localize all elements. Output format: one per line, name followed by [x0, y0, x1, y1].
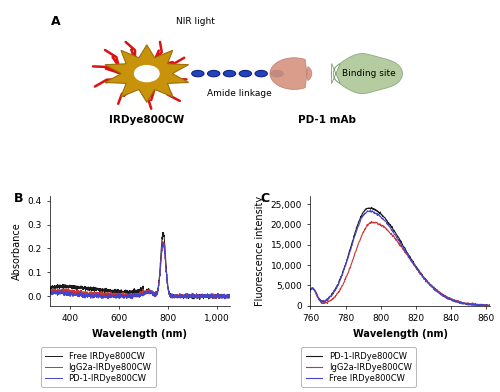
IgG2a-IRDye800CW [123, 292, 129, 297]
IgG2a-IRDye800CW [61, 289, 67, 293]
Free IRDye800CW [68, 284, 74, 289]
Free IRDye800CW [123, 292, 129, 297]
Free IRDye800CW [414, 267, 420, 272]
PD-1-IRDye800CW [123, 294, 129, 299]
Free IRDye800CW [160, 230, 166, 235]
IgG2a-IRDye800CW [405, 254, 411, 258]
IgG2a-IRDye800CW [308, 287, 314, 292]
Ellipse shape [208, 71, 220, 77]
PD-1-IRDye800CW [68, 291, 74, 296]
X-axis label: Wavelength (nm): Wavelength (nm) [352, 328, 448, 339]
Polygon shape [105, 45, 188, 102]
PD-1-IRDye800CW [222, 297, 228, 301]
IgG2a-IRDye800CW [47, 289, 53, 294]
PD-1-IRDye800CW [476, 303, 482, 308]
Line: PD-1-IRDye800CW: PD-1-IRDye800CW [310, 207, 490, 306]
PD-1-IRDye800CW [160, 241, 166, 245]
Free IRDye800CW [226, 294, 232, 299]
IgG2a-IRDye800CW [394, 239, 400, 244]
Free IRDye800CW [127, 290, 133, 295]
Circle shape [134, 65, 159, 82]
PD-1-IRDye800CW [487, 303, 493, 308]
Free IRDye800CW [197, 297, 203, 302]
Free IRDye800CW [61, 284, 67, 289]
IgG2a-IRDye800CW [68, 288, 74, 292]
PD-1-IRDye800CW [414, 267, 420, 271]
Y-axis label: Absorbance: Absorbance [12, 222, 22, 280]
Text: C: C [260, 192, 269, 205]
X-axis label: Wavelength (nm): Wavelength (nm) [92, 328, 188, 339]
Line: PD-1-IRDye800CW: PD-1-IRDye800CW [50, 243, 230, 299]
Free IRDye800CW [308, 288, 314, 293]
PD-1-IRDye800CW [484, 303, 490, 308]
Text: PD-1 mAb: PD-1 mAb [298, 115, 356, 125]
Legend: PD-1-IRDye800CW, IgG2a-IRDye800CW, Free IRDye800CW: PD-1-IRDye800CW, IgG2a-IRDye800CW, Free … [302, 347, 416, 387]
PD-1-IRDye800CW [130, 294, 136, 299]
IgG2a-IRDye800CW [226, 296, 232, 300]
PD-1-IRDye800CW [394, 233, 400, 238]
IgG2a-IRDye800CW [393, 237, 399, 242]
Text: Binding site: Binding site [342, 69, 396, 78]
PD-1-IRDye800CW [149, 290, 155, 295]
Free IRDye800CW [393, 234, 399, 238]
IgG2a-IRDye800CW [130, 292, 136, 296]
Ellipse shape [271, 71, 283, 77]
Text: NIR light: NIR light [176, 17, 214, 26]
Polygon shape [332, 64, 340, 83]
PD-1-IRDye800CW [61, 292, 67, 297]
Ellipse shape [239, 71, 252, 77]
Legend: Free IRDye800CW, IgG2a-IRDye800CW, PD-1-IRDye800CW: Free IRDye800CW, IgG2a-IRDye800CW, PD-1-… [41, 347, 156, 387]
Free IRDye800CW [455, 300, 461, 305]
IgG2a-IRDye800CW [455, 299, 461, 304]
Polygon shape [270, 58, 312, 89]
Free IRDye800CW [394, 236, 400, 240]
IgG2a-IRDye800CW [149, 289, 155, 294]
Text: B: B [14, 192, 24, 205]
IgG2a-IRDye800CW [214, 296, 220, 301]
PD-1-IRDye800CW [393, 232, 399, 236]
Line: Free IRDye800CW: Free IRDye800CW [310, 211, 490, 306]
Text: IRDye800CW: IRDye800CW [109, 115, 184, 125]
Free IRDye800CW [405, 252, 411, 256]
Text: A: A [51, 15, 60, 27]
Free IRDye800CW [149, 289, 155, 293]
PD-1-IRDye800CW [308, 287, 314, 292]
IgG2a-IRDye800CW [160, 239, 166, 243]
IgG2a-IRDye800CW [487, 303, 493, 307]
Line: IgG2a-IRDye800CW: IgG2a-IRDye800CW [310, 221, 490, 306]
PD-1-IRDye800CW [127, 292, 133, 297]
Ellipse shape [192, 71, 204, 77]
IgG2a-IRDye800CW [414, 268, 420, 272]
Free IRDye800CW [130, 289, 136, 294]
Line: IgG2a-IRDye800CW: IgG2a-IRDye800CW [50, 241, 230, 299]
Polygon shape [331, 54, 402, 94]
IgG2a-IRDye800CW [483, 303, 489, 308]
Ellipse shape [224, 71, 235, 77]
PD-1-IRDye800CW [455, 299, 461, 304]
Line: Free IRDye800CW: Free IRDye800CW [50, 232, 230, 299]
Free IRDye800CW [487, 303, 493, 308]
Free IRDye800CW [484, 302, 490, 307]
Text: Amide linkage: Amide linkage [207, 89, 272, 98]
Ellipse shape [255, 71, 268, 77]
IgG2a-IRDye800CW [127, 292, 133, 297]
Free IRDye800CW [47, 284, 53, 289]
PD-1-IRDye800CW [368, 205, 374, 210]
Free IRDye800CW [367, 208, 373, 213]
Y-axis label: Fluorescence intensity: Fluorescence intensity [255, 196, 265, 306]
PD-1-IRDye800CW [226, 294, 232, 299]
IgG2a-IRDye800CW [486, 303, 492, 308]
PD-1-IRDye800CW [405, 251, 411, 256]
Free IRDye800CW [474, 303, 480, 308]
PD-1-IRDye800CW [47, 291, 53, 296]
IgG2a-IRDye800CW [368, 219, 374, 224]
